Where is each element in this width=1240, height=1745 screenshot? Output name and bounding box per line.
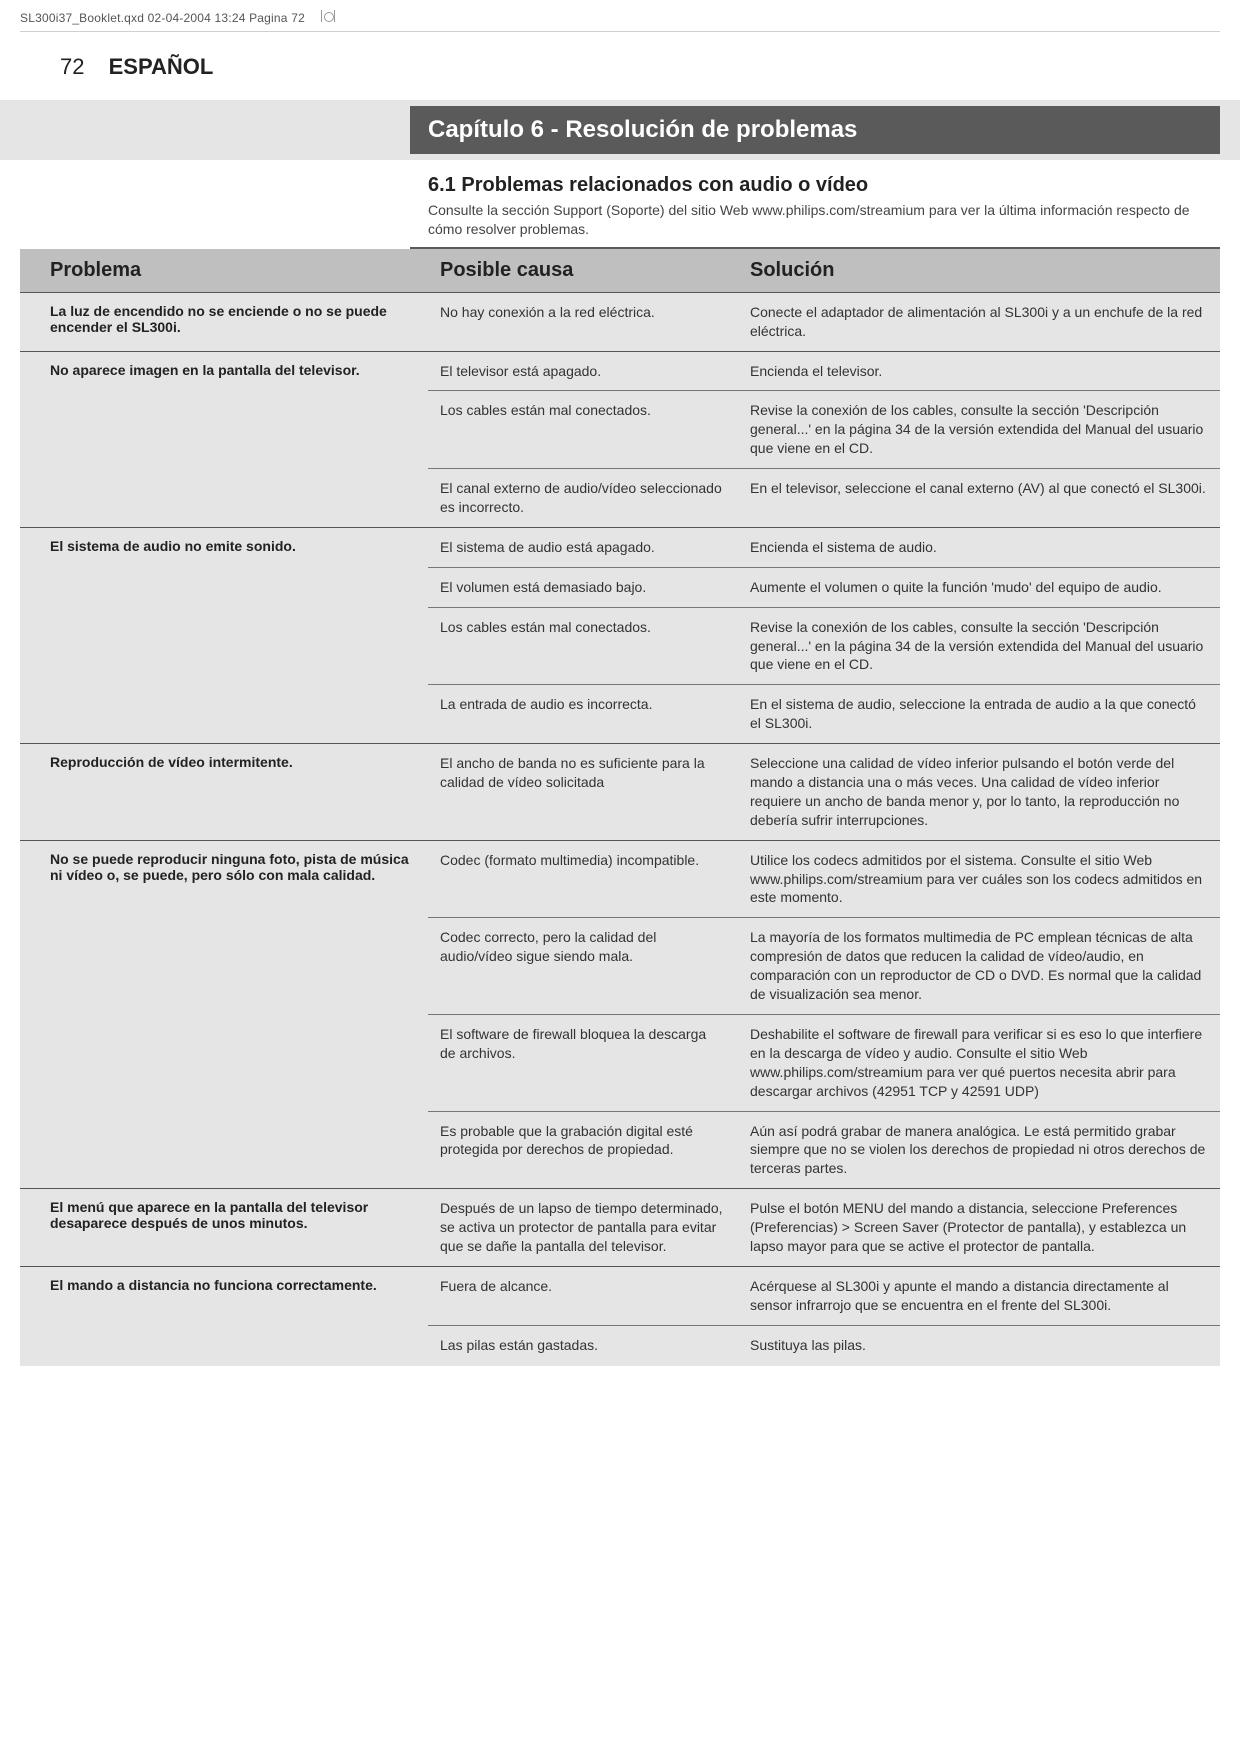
solution-cell: Aumente el volumen o quite la función 'm… xyxy=(738,578,1220,597)
cause-cell: Es probable que la grabación digital est… xyxy=(428,1122,738,1179)
table-row: El sistema de audio no emite sonido. El s… xyxy=(20,527,1220,743)
cause-solution-row: Las pilas están gastadas.Sustituya las p… xyxy=(428,1325,1220,1365)
problem-cell: El sistema de audio no emite sonido. xyxy=(20,528,428,743)
cause-solution-row: La entrada de audio es incorrecta.En el … xyxy=(428,684,1220,743)
cause-cell: Fuera de alcance. xyxy=(428,1277,738,1315)
cause-solution-group: Codec (formato multimedia) incompatible.… xyxy=(428,841,1220,1188)
table-row: No aparece imagen en la pantalla del tel… xyxy=(20,351,1220,527)
top-divider xyxy=(20,31,1220,32)
page-heading: 72 ESPAÑOL xyxy=(0,42,1240,100)
solution-cell: En el televisor, seleccione el canal ext… xyxy=(738,479,1220,517)
solution-cell: Encienda el televisor. xyxy=(738,362,1220,381)
cause-solution-group: Fuera de alcance.Acérquese al SL300i y a… xyxy=(428,1267,1220,1365)
cause-solution-group: Después de un lapso de tiempo determinad… xyxy=(428,1189,1220,1266)
cause-cell: Los cables están mal conectados. xyxy=(428,618,738,675)
chapter-band: Capítulo 6 - Resolución de problemas xyxy=(0,100,1240,160)
problem-cell: No aparece imagen en la pantalla del tel… xyxy=(20,352,428,527)
cause-solution-row: El sistema de audio está apagado.Enciend… xyxy=(428,528,1220,567)
solution-cell: Pulse el botón MENU del mando a distanci… xyxy=(738,1199,1220,1256)
problem-text: No se puede reproducir ninguna foto, pis… xyxy=(50,851,409,883)
cause-solution-group: El ancho de banda no es suficiente para … xyxy=(428,744,1220,840)
cause-solution-row: Codec correcto, pero la calidad del audi… xyxy=(428,917,1220,1014)
cause-cell: El televisor está apagado. xyxy=(428,362,738,381)
solution-cell: Sustituya las pilas. xyxy=(738,1336,1220,1355)
solution-cell: Revise la conexión de los cables, consul… xyxy=(738,401,1220,458)
solution-cell: Acérquese al SL300i y apunte el mando a … xyxy=(738,1277,1220,1315)
problem-cell: El mando a distancia no funciona correct… xyxy=(20,1267,428,1365)
th-cause: Posible causa xyxy=(428,249,738,292)
cause-solution-group: El televisor está apagado.Encienda el te… xyxy=(428,352,1220,527)
table-header-row: Problema Posible causa Solución xyxy=(20,249,1220,292)
problem-cell: El menú que aparece en la pantalla del t… xyxy=(20,1189,428,1266)
cause-solution-row: Los cables están mal conectados.Revise l… xyxy=(428,607,1220,685)
problem-cell: La luz de encendido no se enciende o no … xyxy=(20,293,428,351)
cause-cell: El volumen está demasiado bajo. xyxy=(428,578,738,597)
cause-solution-row: El canal externo de audio/vídeo seleccio… xyxy=(428,468,1220,527)
solution-cell: Deshabilite el software de firewall para… xyxy=(738,1025,1220,1101)
page-language: ESPAÑOL xyxy=(109,54,214,79)
cause-cell: Codec (formato multimedia) incompatible. xyxy=(428,851,738,908)
table-row: El mando a distancia no funciona correct… xyxy=(20,1266,1220,1365)
table-row: La luz de encendido no se enciende o no … xyxy=(20,292,1220,351)
cause-cell: Las pilas están gastadas. xyxy=(428,1336,738,1355)
cause-solution-group: No hay conexión a la red eléctrica.Conec… xyxy=(428,293,1220,351)
section-intro: Consulte la sección Support (Soporte) de… xyxy=(428,201,1220,239)
cause-solution-group: El sistema de audio está apagado.Enciend… xyxy=(428,528,1220,743)
cause-solution-row: Codec (formato multimedia) incompatible.… xyxy=(428,841,1220,918)
cause-cell: La entrada de audio es incorrecta. xyxy=(428,695,738,733)
cause-solution-row: Fuera de alcance.Acérquese al SL300i y a… xyxy=(428,1267,1220,1325)
cause-cell: No hay conexión a la red eléctrica. xyxy=(428,303,738,341)
registration-mark-top xyxy=(309,8,345,22)
solution-cell: Encienda el sistema de audio. xyxy=(738,538,1220,557)
cause-cell: Codec correcto, pero la calidad del audi… xyxy=(428,928,738,1004)
cause-cell: El software de firewall bloquea la desca… xyxy=(428,1025,738,1101)
cause-cell: Los cables están mal conectados. xyxy=(428,401,738,458)
problem-text: No aparece imagen en la pantalla del tel… xyxy=(50,362,360,378)
file-info-line: SL300i37_Booklet.qxd 02-04-2004 13:24 Pa… xyxy=(0,0,1240,31)
problem-text: El sistema de audio no emite sonido. xyxy=(50,538,296,554)
cause-solution-row: El ancho de banda no es suficiente para … xyxy=(428,744,1220,840)
chapter-title: Capítulo 6 - Resolución de problemas xyxy=(410,106,1220,154)
table-row: Reproducción de vídeo intermitente. El an… xyxy=(20,743,1220,840)
solution-cell: La mayoría de los formatos multimedia de… xyxy=(738,928,1220,1004)
cause-solution-row: El volumen está demasiado bajo.Aumente e… xyxy=(428,567,1220,607)
th-solution: Solución xyxy=(738,249,1220,292)
cause-solution-row: El televisor está apagado.Encienda el te… xyxy=(428,352,1220,391)
table-row: No se puede reproducir ninguna foto, pis… xyxy=(20,840,1220,1188)
table-row: El menú que aparece en la pantalla del t… xyxy=(20,1188,1220,1266)
cause-solution-row: El software de firewall bloquea la desca… xyxy=(428,1014,1220,1111)
solution-cell: Seleccione una calidad de vídeo inferior… xyxy=(738,754,1220,830)
solution-cell: En el sistema de audio, seleccione la en… xyxy=(738,695,1220,733)
solution-cell: Aún así podrá grabar de manera analógica… xyxy=(738,1122,1220,1179)
solution-cell: Conecte el adaptador de alimentación al … xyxy=(738,303,1220,341)
cause-cell: El sistema de audio está apagado. xyxy=(428,538,738,557)
cause-solution-row: No hay conexión a la red eléctrica.Conec… xyxy=(428,293,1220,351)
problem-text: La luz de encendido no se enciende o no … xyxy=(50,303,387,335)
file-info-text: SL300i37_Booklet.qxd 02-04-2004 13:24 Pa… xyxy=(20,11,305,25)
solution-cell: Utilice los codecs admitidos por el sist… xyxy=(738,851,1220,908)
cause-solution-row: Es probable que la grabación digital est… xyxy=(428,1111,1220,1189)
solution-cell: Revise la conexión de los cables, consul… xyxy=(738,618,1220,675)
section-header: 6.1 Problemas relacionados con audio o v… xyxy=(410,160,1220,249)
problem-text: El menú que aparece en la pantalla del t… xyxy=(50,1199,368,1231)
section-title: 6.1 Problemas relacionados con audio o v… xyxy=(428,174,1220,197)
page-number: 72 xyxy=(60,54,84,79)
problem-cell: Reproducción de vídeo intermitente. xyxy=(20,744,428,840)
problem-cell: No se puede reproducir ninguna foto, pis… xyxy=(20,841,428,1188)
cause-cell: Después de un lapso de tiempo determinad… xyxy=(428,1199,738,1256)
cause-cell: El ancho de banda no es suficiente para … xyxy=(428,754,738,830)
th-problem: Problema xyxy=(20,249,428,292)
problem-text: El mando a distancia no funciona correct… xyxy=(50,1277,377,1293)
page-root: SL300i37_Booklet.qxd 02-04-2004 13:24 Pa… xyxy=(0,0,1240,1366)
cause-solution-row: Los cables están mal conectados.Revise l… xyxy=(428,390,1220,468)
table-body: La luz de encendido no se enciende o no … xyxy=(20,292,1220,1366)
cause-cell: El canal externo de audio/vídeo seleccio… xyxy=(428,479,738,517)
problem-text: Reproducción de vídeo intermitente. xyxy=(50,754,293,770)
cause-solution-row: Después de un lapso de tiempo determinad… xyxy=(428,1189,1220,1266)
